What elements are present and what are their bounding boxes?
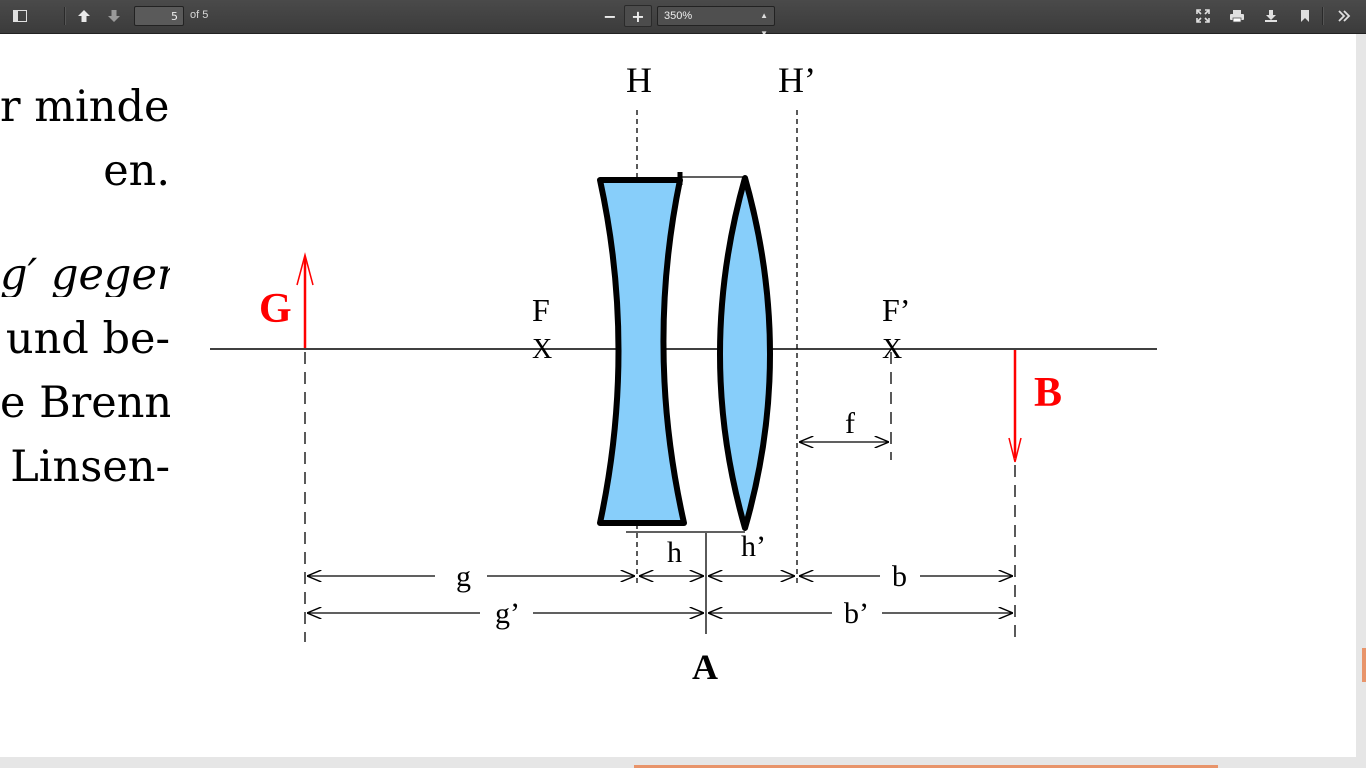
presentation-mode-button[interactable] [1191,5,1215,27]
label-h-plane: H [626,60,652,100]
toolbar-separator [64,7,65,25]
pdf-page: r minde- en. g′ gegen und be- e Brenn- L… [0,34,1356,757]
print-button[interactable] [1225,5,1249,27]
horizontal-scrollbar-thumb[interactable] [634,765,1218,768]
concave-lens [597,177,687,526]
download-button[interactable] [1259,5,1283,27]
object-arrowhead [296,252,314,286]
double-chevron-right-icon [1338,10,1351,22]
label-b-image: B [1034,370,1062,416]
label-g-object: G [259,286,292,332]
bookmark-button[interactable] [1293,5,1317,27]
label-f-focus: F [532,292,550,328]
lens-system-diagram: G B H H’ F X F’ X f g h h’ [210,60,1157,687]
label-g: g [456,560,471,593]
label-a: A [692,647,718,687]
label-h-prime-plane: H’ [778,60,816,100]
body-text-line: und be- [5,318,170,361]
fullscreen-icon [1196,9,1210,23]
page-number-input[interactable] [134,6,184,26]
body-text-line: g′ gegen [0,254,170,297]
previous-page-button[interactable] [72,5,96,27]
zoom-controls: − + [596,5,652,27]
zoom-out-button[interactable]: − [603,6,617,26]
viewer-toolbar: of 5 − + 350% ▲▼ [0,0,1366,38]
body-text-line: en. [103,150,170,193]
label-g-prime: g’ [495,597,520,630]
bookmark-icon [1301,10,1309,22]
focus-marker: X [532,334,552,365]
vertical-scrollbar[interactable] [1356,34,1366,768]
scrollbar-thumb[interactable] [1362,648,1366,682]
zoom-in-button[interactable]: + [624,5,652,27]
arrow-up-icon [78,10,90,22]
download-icon [1265,10,1277,22]
sidebar-toggle-button[interactable] [8,5,32,27]
tools-menu-button[interactable] [1332,5,1356,27]
select-caret-icon: ▲▼ [760,11,768,38]
convex-lens [717,175,773,531]
sidebar-icon [13,10,27,22]
label-h: h [667,536,682,569]
body-text-line: r minde- [0,86,170,129]
label-f-prime-focus: F’ [882,292,910,328]
document-viewer[interactable]: r minde- en. g′ gegen und be- e Brenn- L… [0,34,1366,768]
label-b: b [892,560,907,593]
zoom-select[interactable]: 350% ▲▼ [657,6,775,38]
toolbar-separator [1322,7,1323,25]
label-h-prime: h’ [741,530,766,563]
next-page-button[interactable] [102,5,126,27]
page-count-label: of 5 [190,9,209,21]
arrow-down-icon [108,10,120,22]
body-text-line: Linsen- [10,446,170,489]
focus-prime-marker: X [882,334,902,365]
image-arrowhead [1008,437,1022,463]
body-text-line: e Brenn- [0,382,170,425]
zoom-value: 350% [664,10,693,22]
print-icon [1230,10,1244,23]
label-b-prime: b’ [844,597,869,630]
label-f: f [845,407,855,440]
